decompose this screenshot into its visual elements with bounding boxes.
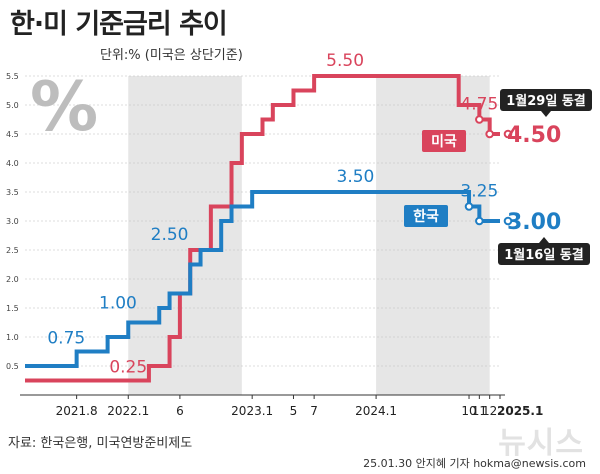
korea-callout-bg <box>498 243 590 265</box>
x-tick-label: 6 <box>176 404 184 418</box>
watermark: 뉴시스 <box>498 426 584 461</box>
x-tick-label: 10 <box>461 404 476 418</box>
us-callout-bg <box>500 89 592 111</box>
y-axis: 0.5 1.0 1.5 2.0 2.5 3.0 3.5 4.0 4.5 5.0 5.5 <box>6 72 19 371</box>
korea-value-label: 3.25 <box>460 182 498 202</box>
us-end-marker <box>503 129 513 139</box>
korea-callout-pointer <box>539 237 549 243</box>
y-tick-label: 2.0 <box>6 275 19 284</box>
percent-icon: % <box>30 68 98 147</box>
korea-series-tag-bg <box>404 205 448 227</box>
x-tick-label: 2021.8 <box>56 404 98 418</box>
korea-end-label: 3.00 <box>507 210 561 235</box>
x-tick-label: 12 <box>482 404 497 418</box>
y-tick-label: 0.5 <box>6 362 19 371</box>
x-tick-label: 2023.1 <box>231 404 273 418</box>
korea-value-label: 2.50 <box>151 225 189 245</box>
x-tick-label: 11 <box>472 404 487 418</box>
korea-callout: 1월16일 동결 <box>504 247 584 263</box>
x-tick-label: 7 <box>310 404 318 418</box>
series-line-us <box>25 74 500 383</box>
x-tick-label: 2024.1 <box>355 404 397 418</box>
korea-point-marker <box>475 216 484 226</box>
us-series-tag-bg <box>422 130 466 152</box>
y-tick-label: 3.5 <box>6 188 19 197</box>
y-tick-label: 4.5 <box>6 130 19 139</box>
y-tick-label: 4.0 <box>6 159 19 168</box>
us-series-tag: 미국 <box>431 134 457 150</box>
us-callout: 1월29일 동결 <box>506 93 586 109</box>
series-line-korea <box>25 190 500 368</box>
us-callout-pointer <box>541 111 551 117</box>
us-point-marker <box>485 129 494 139</box>
unit-note: 단위:% (미국은 상단기준) <box>100 48 243 63</box>
y-tick-label: 3.0 <box>6 217 19 226</box>
x-tick-label: 2025.1 <box>497 404 543 418</box>
y-tick-label: 5.0 <box>6 101 19 110</box>
page-title: 한·미 기준금리 추이 <box>10 9 228 40</box>
series-lines <box>25 74 513 383</box>
korea-value-label: 0.75 <box>47 329 85 349</box>
korea-series-tag: 한국 <box>413 209 439 225</box>
korea-value-label: 1.00 <box>99 294 137 314</box>
source-note: 자료: 한국은행, 미국연방준비제도 <box>8 436 193 451</box>
us-point-marker <box>475 115 484 124</box>
us-value-label: 4.75 <box>460 95 498 115</box>
data-labels: 0.25 5.50 4.75 0.75 1.00 2.50 3.50 3.25 4.50 3.00… <box>47 51 592 378</box>
us-value-label: 0.25 <box>109 358 147 378</box>
us-end-label: 4.50 <box>507 123 561 148</box>
x-tick-label: 5 <box>290 404 298 418</box>
x-tick-label: 2022.1 <box>107 404 149 418</box>
korea-end-marker <box>503 216 513 226</box>
shaded-period-1 <box>376 76 490 395</box>
korea-value-label: 3.50 <box>337 167 375 187</box>
us-value-label: 5.50 <box>326 51 364 71</box>
y-tick-label: 1.5 <box>6 304 19 313</box>
shaded-periods <box>128 76 490 395</box>
y-tick-label: 2.5 <box>6 246 19 255</box>
y-tick-label: 5.5 <box>6 72 19 81</box>
y-tick-label: 1.0 <box>6 333 19 342</box>
credit-line: 25.01.30 안지혜 기자 hokma@newsis.com <box>363 457 586 470</box>
korea-point-marker <box>464 202 474 211</box>
